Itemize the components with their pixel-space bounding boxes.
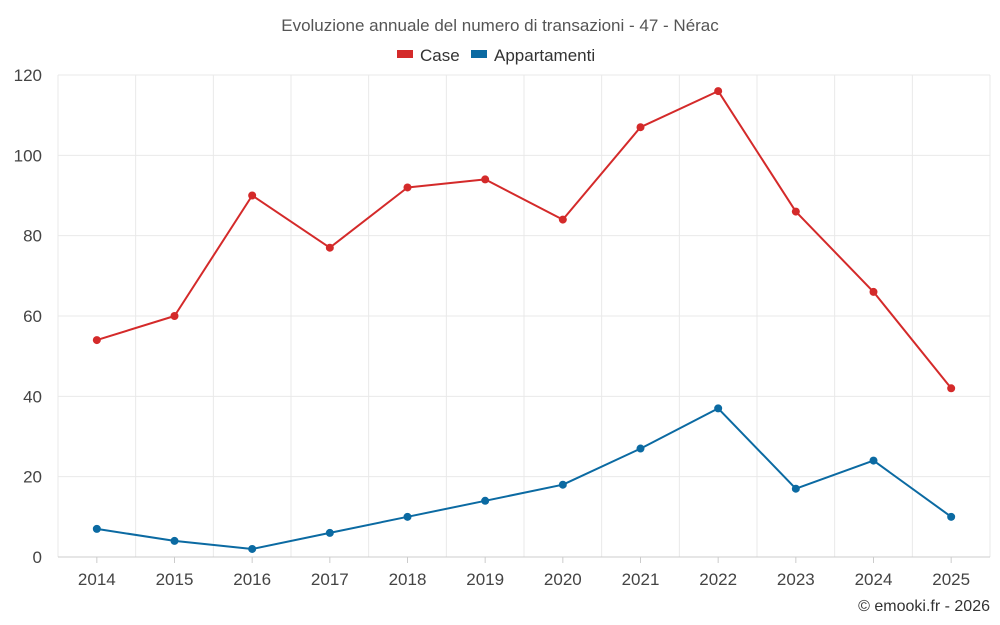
data-point-case-2024[interactable] <box>869 287 878 296</box>
y-tick-label: 20 <box>23 468 42 487</box>
data-point-case-2015[interactable] <box>170 312 179 320</box>
legend-label-case: Case <box>420 46 460 65</box>
y-tick-label: 120 <box>14 66 42 85</box>
series-appartamenti <box>92 404 956 553</box>
legend-swatch-appartamenti <box>471 50 487 58</box>
legend-swatch-case <box>397 50 413 58</box>
x-tick-label: 2025 <box>932 570 970 589</box>
data-point-appartamenti-2025[interactable] <box>947 512 956 521</box>
data-point-case-2025[interactable] <box>947 384 956 393</box>
credit-text: © emooki.fr - 2026 <box>858 598 990 615</box>
legend-item-case[interactable]: Case <box>397 46 460 65</box>
data-point-appartamenti-2024[interactable] <box>869 456 878 465</box>
x-tick-label: 2016 <box>233 570 271 589</box>
data-point-case-2018[interactable] <box>403 183 412 192</box>
x-tick-label: 2019 <box>466 570 504 589</box>
y-tick-label: 40 <box>23 387 42 406</box>
x-tick-label: 2018 <box>389 570 427 589</box>
x-tick-label: 2020 <box>544 570 582 589</box>
data-point-appartamenti-2016[interactable] <box>248 544 257 553</box>
data-point-case-2020[interactable] <box>558 215 567 224</box>
data-point-case-2019[interactable] <box>481 175 490 184</box>
x-tick-label: 2014 <box>78 570 116 589</box>
legend-label-appartamenti: Appartamenti <box>494 46 595 65</box>
data-point-appartamenti-2023[interactable] <box>791 484 800 493</box>
data-point-case-2014[interactable] <box>92 336 101 345</box>
series <box>92 87 956 553</box>
x-tick-label: 2021 <box>622 570 660 589</box>
series-case <box>92 87 956 393</box>
axes: 0 20 40 60 80 100 120 2014 2015 2016 2017 2018 2019 2… <box>14 66 990 589</box>
y-tick-label: 100 <box>14 146 42 165</box>
data-point-appartamenti-2021[interactable] <box>636 444 645 453</box>
gridlines <box>57 74 991 557</box>
data-point-case-2023[interactable] <box>791 207 800 216</box>
y-tick-label: 80 <box>23 227 42 246</box>
data-point-case-2021[interactable] <box>636 123 645 132</box>
x-tick-label: 2015 <box>156 570 194 589</box>
y-tick-label: 0 <box>33 548 42 567</box>
series-line-case <box>96 90 952 389</box>
x-tick-label: 2024 <box>855 570 893 589</box>
legend: Case Appartamenti <box>397 46 595 65</box>
legend-item-appartamenti[interactable]: Appartamenti <box>471 46 595 65</box>
data-point-appartamenti-2019[interactable] <box>481 496 490 505</box>
data-point-appartamenti-2020[interactable] <box>558 480 567 489</box>
series-line-appartamenti <box>96 407 952 550</box>
x-tick-label: 2023 <box>777 570 815 589</box>
data-point-appartamenti-2022[interactable] <box>714 404 723 413</box>
data-point-appartamenti-2015[interactable] <box>170 536 179 545</box>
y-tick-label: 60 <box>23 307 42 326</box>
data-point-case-2016[interactable] <box>248 191 257 200</box>
data-point-appartamenti-2018[interactable] <box>403 512 412 521</box>
data-point-case-2022[interactable] <box>714 87 723 96</box>
chart-title: Evoluzione annuale del numero di transaz… <box>281 16 719 35</box>
data-point-appartamenti-2014[interactable] <box>92 524 101 533</box>
data-point-case-2017[interactable] <box>325 243 334 252</box>
x-tick-label: 2022 <box>699 570 737 589</box>
data-point-appartamenti-2017[interactable] <box>325 528 334 537</box>
x-tick-label: 2017 <box>311 570 349 589</box>
